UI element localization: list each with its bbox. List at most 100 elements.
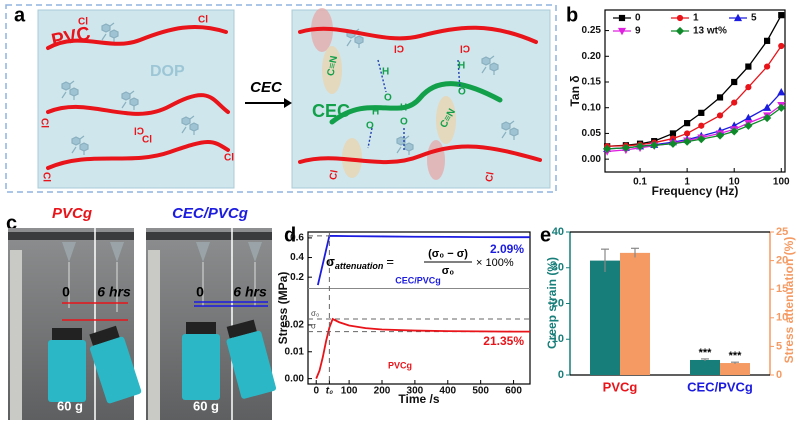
marker xyxy=(730,127,739,136)
y-tick-label: 30 xyxy=(552,262,564,274)
chlorine-label: Cl xyxy=(40,172,51,182)
y2-tick-label: 0 xyxy=(776,369,782,381)
x-tick-label: 300 xyxy=(407,386,424,397)
marker xyxy=(684,120,691,127)
arrow-head xyxy=(284,98,292,108)
x-tick-label: 1 xyxy=(684,177,690,188)
hydrogen-label: H xyxy=(382,67,389,78)
x-tick-label: 200 xyxy=(374,386,391,397)
panel-label: b xyxy=(566,4,578,26)
clamp xyxy=(62,242,124,262)
y-tick-label: 20 xyxy=(552,297,564,309)
bar xyxy=(620,252,650,375)
formula-symbol: σ xyxy=(326,254,335,269)
x-tick-label: CEC/PVCg xyxy=(687,379,753,394)
vial xyxy=(48,340,86,402)
time-label: 6 hrs xyxy=(97,284,131,300)
cec-label: CEC xyxy=(312,101,350,121)
marker xyxy=(763,103,772,111)
time-label: 0 xyxy=(62,284,70,300)
clamp xyxy=(196,242,262,262)
oxygen-label: O xyxy=(384,93,392,104)
legend-label: 0 xyxy=(635,13,641,24)
y-tick-label: 0.20 xyxy=(582,51,602,62)
vial-cap xyxy=(52,328,82,340)
load-label: 60 g xyxy=(193,398,219,413)
marker xyxy=(744,121,753,130)
chlorine-label: Cl xyxy=(142,135,152,146)
x-tick-label: 100 xyxy=(341,386,358,397)
y-axis-label: Stress (MPa) xyxy=(276,272,290,345)
photo: 0 6 hrs 60 g xyxy=(146,228,277,420)
chlorine-label: Cl xyxy=(198,15,208,26)
marker xyxy=(715,131,725,140)
annotation: 21.35% xyxy=(483,334,524,348)
y2-tick-label: 10 xyxy=(776,312,788,324)
y-tick-label: 0.6 xyxy=(290,233,304,244)
photo: 0 6 hrs 60 g xyxy=(8,228,142,420)
pvc-chain xyxy=(298,25,538,44)
x-tick-label: 0 xyxy=(313,386,319,397)
y2-tick-label: 20 xyxy=(776,255,788,267)
y-tick-label: 40 xyxy=(552,226,564,238)
marker xyxy=(697,134,706,144)
panel-label: e xyxy=(540,224,551,246)
rod xyxy=(146,232,272,240)
chlorine-label: Cl xyxy=(134,124,144,135)
oxygen-label: O xyxy=(458,87,466,98)
nitrile-label: C≡N xyxy=(326,55,340,77)
plot-frame xyxy=(307,231,531,385)
formula-equals: = xyxy=(386,254,394,269)
hydrogen-label: H xyxy=(458,61,465,72)
y2-tick-label: 25 xyxy=(776,226,788,238)
x-tick-label: 500 xyxy=(472,386,489,397)
y-tick-label: 0.15 xyxy=(582,77,602,88)
vial xyxy=(226,330,277,399)
x-tick-label: t₀ xyxy=(326,386,333,397)
cec-chain xyxy=(329,81,503,125)
x-tick-label: 600 xyxy=(505,386,522,397)
chlorine-label: Cl xyxy=(328,169,341,181)
x-tick-label: 400 xyxy=(439,386,456,397)
vial-cap xyxy=(226,319,257,339)
rod xyxy=(8,232,134,240)
panel-label: a xyxy=(14,4,26,26)
formula-denominator: σ₀ xyxy=(442,265,455,277)
hydrogen-label: H xyxy=(400,103,407,114)
vial xyxy=(89,336,142,404)
significance-label: *** xyxy=(699,347,713,359)
y-tick-label: 0.4 xyxy=(290,252,304,263)
marker xyxy=(683,137,692,146)
formula-factor: × 100% xyxy=(476,257,514,269)
legend-marker xyxy=(617,27,627,36)
reference-label: σ₀ xyxy=(311,309,319,318)
reference-label: σ xyxy=(311,322,316,331)
y-tick-label: 0.01 xyxy=(285,346,305,357)
bar xyxy=(690,359,720,375)
formula-subscript: attenuation xyxy=(335,261,384,271)
y2-tick-label: 5 xyxy=(776,340,782,352)
highlight xyxy=(322,46,342,94)
marker xyxy=(668,139,678,148)
load-label: 60 g xyxy=(57,398,83,413)
significance-label: *** xyxy=(729,350,743,362)
y-tick-label: 0.2 xyxy=(290,272,304,283)
series-label: CEC/PVCg xyxy=(395,275,441,285)
oxygen-label: O xyxy=(366,121,374,132)
time-label: 0 xyxy=(196,284,204,300)
legend-marker xyxy=(618,14,626,22)
pvc-chain xyxy=(298,144,542,164)
formula-numerator: (σ₀ − σ) xyxy=(428,248,468,260)
vial-cap xyxy=(186,322,216,334)
marker xyxy=(778,12,785,19)
ruler xyxy=(10,250,22,420)
series-line xyxy=(316,235,530,286)
marker xyxy=(603,144,612,153)
oxygen-label: O xyxy=(400,117,408,128)
pvc-chain xyxy=(46,140,230,170)
y-tick-label: 0.00 xyxy=(582,154,602,165)
x-axis-label: Time /s xyxy=(398,392,439,406)
formula: σattenuation = xyxy=(326,254,394,271)
marker xyxy=(635,142,645,151)
